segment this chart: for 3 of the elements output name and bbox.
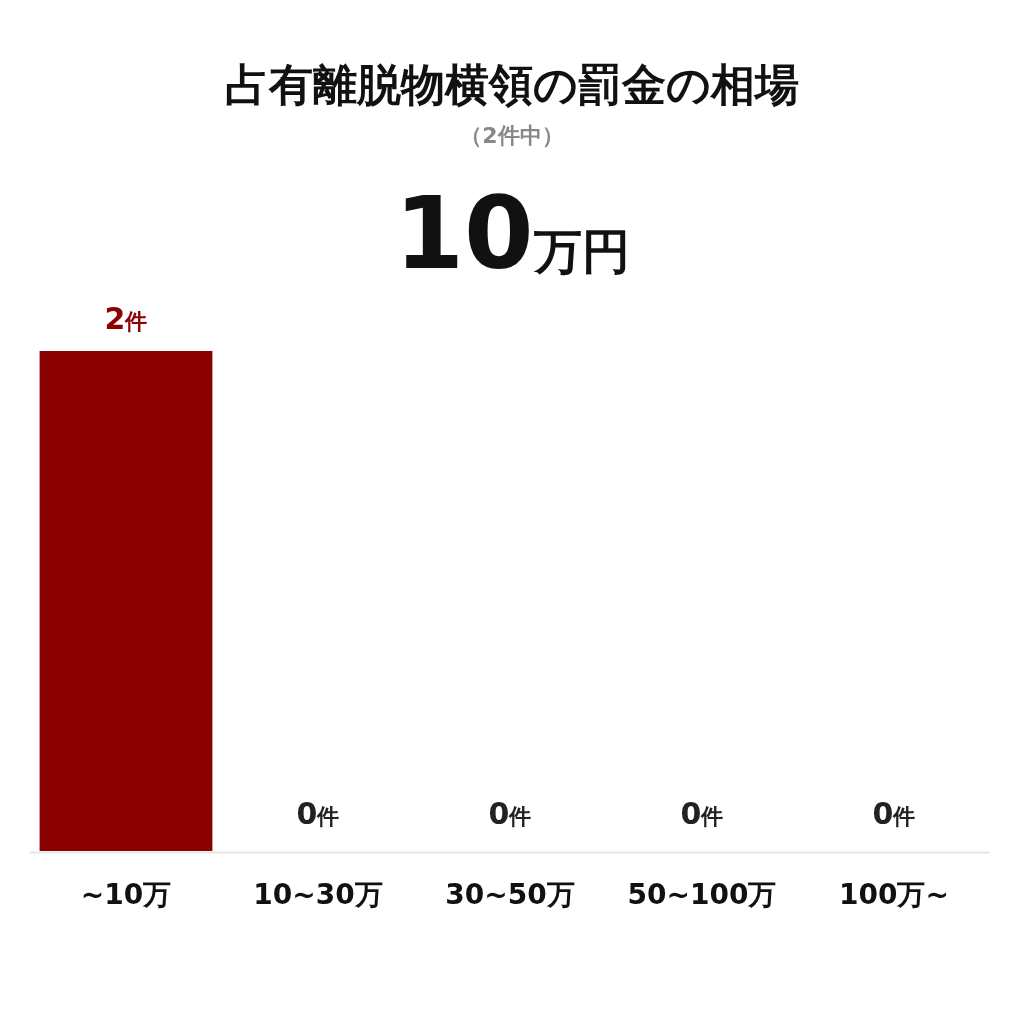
title: 占有離脱物横領の罰金の相場	[225, 59, 799, 110]
annotation: 10万円	[394, 175, 630, 292]
subtitle: （2件中）	[460, 123, 564, 148]
